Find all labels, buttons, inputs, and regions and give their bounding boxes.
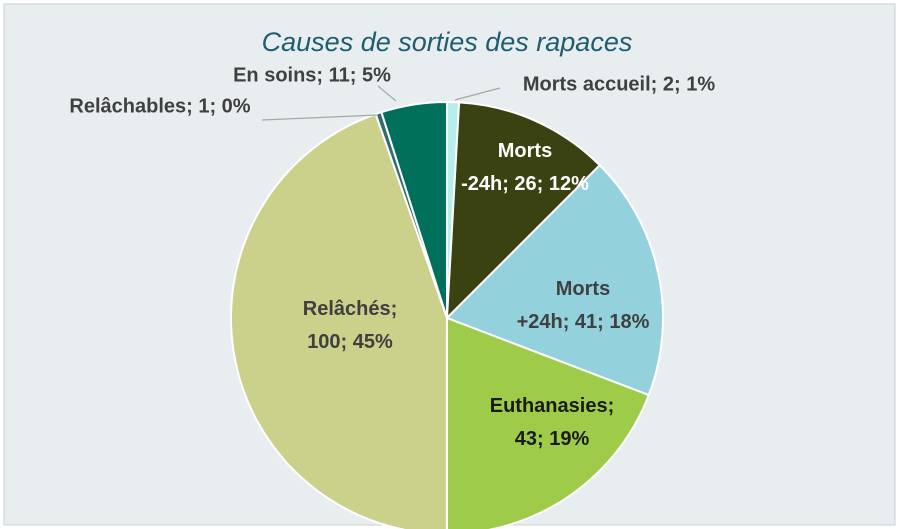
data-label: Relâchables; 1; 0% <box>69 95 250 117</box>
leader-line <box>454 87 501 101</box>
leader-line <box>377 85 397 102</box>
pie-slice <box>446 316 651 529</box>
pie-slice <box>380 100 448 319</box>
data-label-line: Relâchés; <box>303 298 398 320</box>
data-label: Euthanasies; 43; 19% <box>490 395 614 450</box>
data-label: Morts accueil; 2; 1% <box>523 73 716 95</box>
data-label-line: 100; 45% <box>307 331 393 353</box>
data-label: Morts -24h; 26; 12% <box>461 140 589 195</box>
data-label-line: -24h; 26; 12% <box>461 173 589 195</box>
data-label: Morts +24h; 41; 18% <box>517 278 650 333</box>
leader-line <box>261 114 379 121</box>
data-label-line: Morts <box>498 140 552 162</box>
data-label-line: +24h; 41; 18% <box>517 311 650 333</box>
data-label-line: Euthanasies; <box>490 395 614 417</box>
data-label: En soins; 11; 5% <box>233 64 391 86</box>
data-label-line: Morts <box>556 278 610 300</box>
pie-slice <box>230 112 448 529</box>
data-label: Relâchés; 100; 45% <box>303 298 398 353</box>
chart-title: Causes de sorties des rapaces <box>262 27 633 57</box>
data-label-line: 43; 19% <box>515 428 590 450</box>
pie-slice <box>445 101 602 321</box>
